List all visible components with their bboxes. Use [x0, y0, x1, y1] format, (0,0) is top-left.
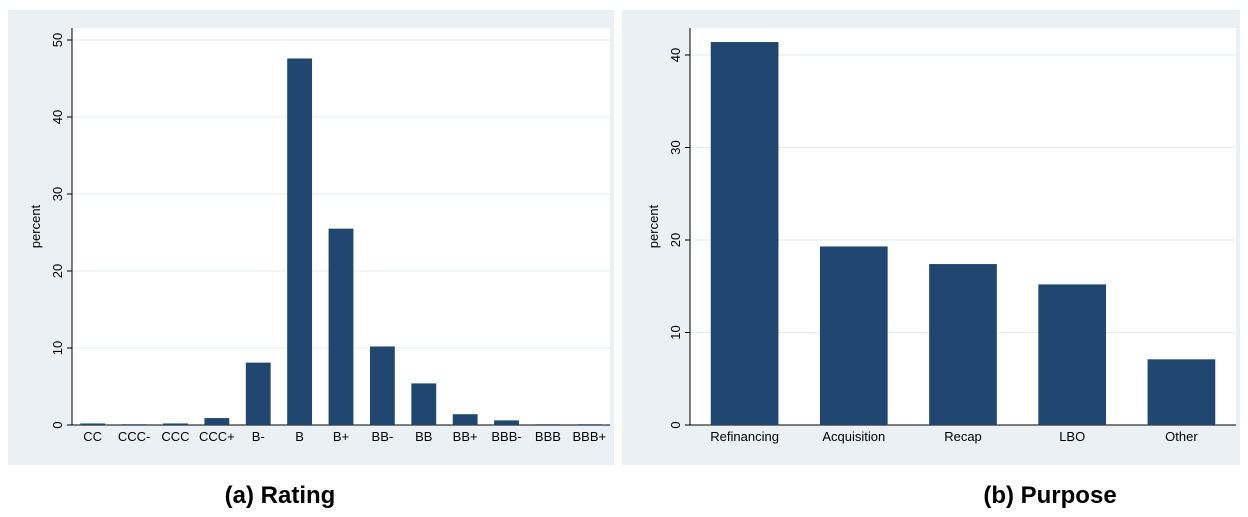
- x-tick-label: CC: [83, 429, 102, 444]
- bar: [121, 424, 147, 425]
- y-tick-label: 50: [50, 33, 65, 47]
- bar: [576, 424, 602, 425]
- x-tick-label: BBB+: [573, 429, 607, 444]
- bar: [287, 58, 313, 425]
- x-tick-label: Refinancing: [710, 429, 779, 444]
- x-tick-label: CCC: [161, 429, 189, 444]
- x-tick-label: CCC+: [199, 429, 235, 444]
- y-tick-label: 10: [668, 325, 683, 339]
- x-tick-label: CCC-: [118, 429, 151, 444]
- bar: [452, 414, 478, 425]
- bar: [80, 423, 106, 425]
- bar: [494, 420, 519, 425]
- x-tick-label: B+: [333, 429, 349, 444]
- bar: [369, 346, 395, 425]
- x-tick-label: Acquisition: [822, 429, 885, 444]
- y-axis-label: percent: [28, 204, 43, 248]
- chart-caption: (b) Purpose: [983, 482, 1116, 509]
- y-tick-label: 40: [668, 48, 683, 62]
- bar: [1038, 284, 1107, 425]
- bar: [1147, 359, 1216, 425]
- x-tick-label: B-: [252, 429, 265, 444]
- bar: [411, 383, 437, 425]
- x-tick-label: B: [295, 429, 304, 444]
- x-tick-label: Recap: [944, 429, 982, 444]
- x-tick-label: LBO: [1059, 429, 1085, 444]
- x-tick-label: BBB: [535, 429, 561, 444]
- bar: [245, 362, 271, 425]
- y-axis-label: percent: [646, 204, 661, 248]
- bar: [328, 228, 354, 425]
- chart-caption: (a) Rating: [225, 482, 336, 509]
- y-tick-label: 0: [50, 421, 65, 428]
- bar: [204, 418, 230, 425]
- y-tick-label: 40: [50, 110, 65, 124]
- bar: [535, 424, 561, 425]
- bar: [819, 246, 888, 425]
- bar: [929, 264, 997, 425]
- y-tick-label: 30: [50, 187, 65, 201]
- y-tick-label: 20: [668, 233, 683, 247]
- x-tick-label: BBB-: [491, 429, 521, 444]
- y-tick-label: 20: [50, 264, 65, 278]
- y-tick-label: 30: [668, 140, 683, 154]
- x-tick-label: BB-: [372, 429, 394, 444]
- x-tick-label: BB+: [453, 429, 478, 444]
- bar: [163, 423, 188, 425]
- x-tick-label: Other: [1165, 429, 1198, 444]
- y-tick-label: 0: [668, 421, 683, 428]
- y-tick-label: 10: [50, 341, 65, 355]
- bar: [710, 42, 779, 426]
- x-tick-label: BB: [415, 429, 432, 444]
